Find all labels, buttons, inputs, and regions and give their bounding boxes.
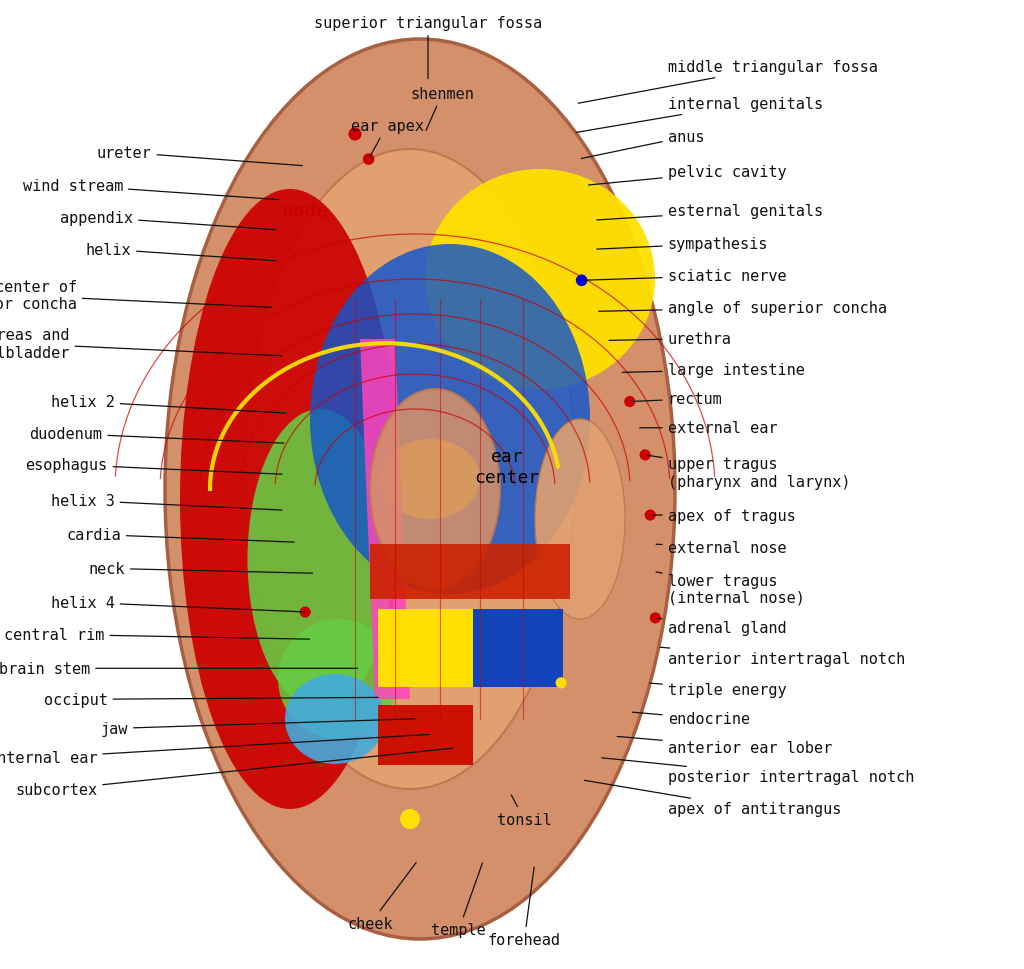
Text: occiput: occiput [44, 692, 378, 707]
Text: brain stem: brain stem [0, 661, 357, 676]
Text: helix: helix [85, 242, 275, 262]
Text: subcortex: subcortex [15, 748, 453, 797]
Text: adrenal gland: adrenal gland [658, 618, 786, 636]
Text: sympathesis: sympathesis [597, 236, 768, 252]
Text: helix 3: helix 3 [51, 493, 282, 511]
Text: internal genitals: internal genitals [577, 97, 822, 134]
Text: cardia: cardia [67, 527, 294, 543]
Circle shape [400, 809, 420, 829]
Text: urethra: urethra [609, 331, 731, 347]
FancyBboxPatch shape [473, 610, 563, 687]
Text: pancreas and
gallbladder: pancreas and gallbladder [0, 328, 282, 360]
Text: temple: temple [431, 863, 486, 937]
Text: lower tragus
(internal nose): lower tragus (internal nose) [656, 573, 805, 606]
Ellipse shape [310, 245, 590, 594]
Text: esternal genitals: esternal genitals [597, 203, 822, 221]
Ellipse shape [245, 150, 575, 789]
Text: wind stream: wind stream [23, 178, 279, 201]
Ellipse shape [285, 674, 385, 765]
Point [297, 605, 313, 620]
Text: anterior intertragal notch: anterior intertragal notch [660, 647, 905, 667]
Text: appendix: appendix [60, 210, 275, 231]
Text: middle triangular fossa: middle triangular fossa [579, 60, 878, 104]
Point [637, 448, 653, 463]
Text: ear
center: ear center [474, 448, 540, 486]
Text: internal ear: internal ear [0, 735, 429, 766]
Point [622, 394, 638, 410]
Ellipse shape [278, 619, 398, 739]
Text: apex of tragus: apex of tragus [653, 508, 796, 523]
Text: posterior intertragal notch: posterior intertragal notch [602, 758, 914, 785]
Text: superior triangular fossa: superior triangular fossa [314, 16, 542, 79]
Text: jaw: jaw [100, 719, 415, 736]
Text: external ear: external ear [640, 421, 777, 436]
Text: duodenum: duodenum [30, 426, 284, 444]
Text: pelvic cavity: pelvic cavity [589, 165, 786, 186]
Point [360, 152, 377, 168]
Point [347, 127, 364, 142]
Text: rectum: rectum [633, 391, 722, 407]
Text: central rim: central rim [4, 627, 309, 642]
Text: triple energy: triple energy [650, 682, 786, 698]
Text: ureter: ureter [97, 145, 302, 167]
Text: endocrine: endocrine [633, 711, 750, 727]
FancyBboxPatch shape [378, 610, 473, 687]
Text: forehead: forehead [487, 867, 561, 947]
Text: apex of antitrangus: apex of antitrangus [585, 780, 841, 817]
Ellipse shape [535, 420, 625, 619]
Ellipse shape [248, 410, 392, 709]
Text: upper tragus
(pharynx and larynx): upper tragus (pharynx and larynx) [648, 455, 850, 489]
Text: anterior ear lober: anterior ear lober [617, 736, 831, 756]
Text: anus: anus [582, 130, 705, 159]
Ellipse shape [165, 40, 675, 939]
Text: large intestine: large intestine [623, 362, 805, 378]
Text: helix 4: helix 4 [51, 595, 304, 612]
Text: shenmen: shenmen [411, 87, 474, 131]
Ellipse shape [425, 170, 655, 390]
Text: neck: neck [88, 561, 312, 577]
Ellipse shape [180, 190, 400, 809]
Point [647, 610, 664, 626]
FancyBboxPatch shape [378, 705, 473, 766]
Text: helix 2: helix 2 [51, 394, 286, 414]
Point [573, 273, 590, 289]
Ellipse shape [370, 390, 500, 589]
Text: tonsil: tonsil [497, 796, 552, 827]
Text: angle of superior concha: angle of superior concha [599, 300, 887, 316]
Polygon shape [360, 340, 410, 700]
Text: cheek: cheek [348, 862, 416, 930]
Ellipse shape [380, 440, 480, 519]
Text: external nose: external nose [656, 540, 786, 555]
Text: center of
superior concha: center of superior concha [0, 279, 271, 312]
Point [642, 508, 658, 523]
Text: node: node [282, 202, 329, 221]
Text: ear apex: ear apex [350, 119, 424, 157]
Point [553, 675, 569, 691]
Text: sciatic nerve: sciatic nerve [585, 268, 786, 284]
Text: esophagus: esophagus [26, 457, 282, 475]
FancyBboxPatch shape [370, 545, 570, 600]
